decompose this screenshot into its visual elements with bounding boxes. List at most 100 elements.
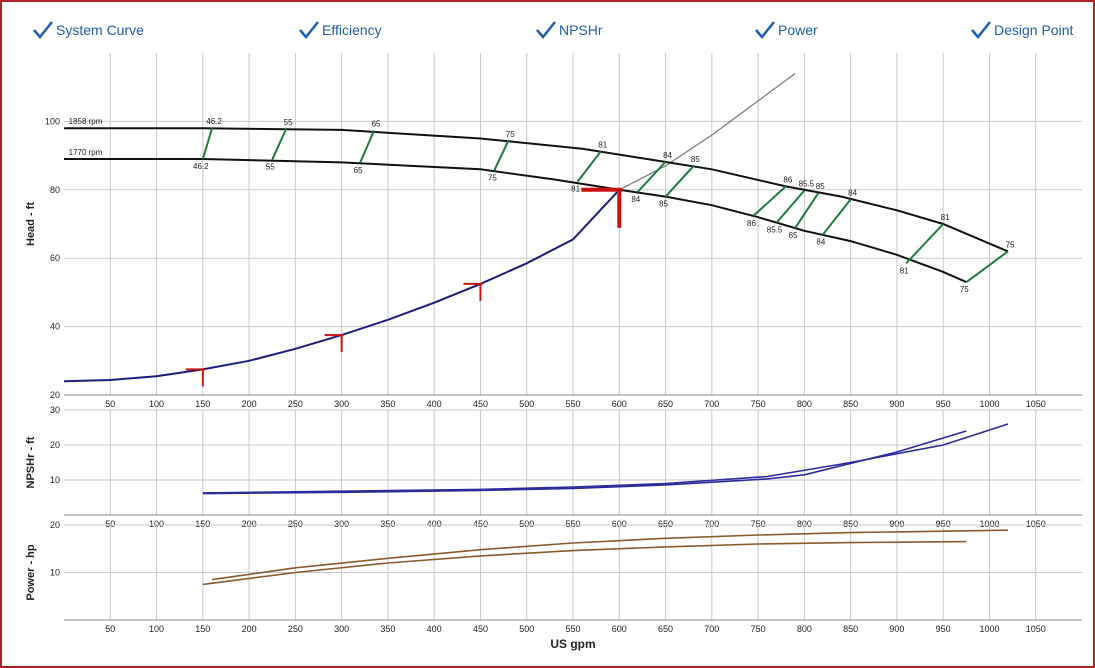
x-tick-label: 850 <box>843 519 858 529</box>
toggle-design-point[interactable]: Design Point <box>970 20 1073 40</box>
efficiency-label: 75 <box>960 285 969 294</box>
x-tick-label: 400 <box>427 519 442 529</box>
efficiency-label: 81 <box>941 213 950 222</box>
system-curve-extension <box>619 73 796 191</box>
x-tick-label: 200 <box>242 624 257 634</box>
speed-label: 1858 rpm <box>69 117 103 126</box>
x-tick-label: 300 <box>334 399 349 409</box>
x-tick-label: 950 <box>936 399 951 409</box>
y-tick-label: 20 <box>50 520 60 530</box>
x-tick-label: 50 <box>105 624 115 634</box>
speed-label: 1770 rpm <box>69 148 103 157</box>
checkmark-icon <box>536 21 556 39</box>
efficiency-label: 85.5 <box>799 179 815 188</box>
x-tick-label: 650 <box>658 624 673 634</box>
checkmark-icon <box>33 21 53 39</box>
efficiency-label: 46.2 <box>206 117 222 126</box>
x-tick-label: 150 <box>195 624 210 634</box>
y-axis-label: Head - ft <box>25 202 37 246</box>
efficiency-line <box>637 161 667 193</box>
toggle-system-curve[interactable]: System Curve <box>32 20 144 40</box>
x-tick-label: 250 <box>288 624 303 634</box>
efficiency-label: 85 <box>789 231 798 240</box>
efficiency-label: 85 <box>659 200 668 209</box>
x-tick-label: 150 <box>195 399 210 409</box>
x-tick-label: 1000 <box>979 399 999 409</box>
npshr-curve-low <box>202 430 967 495</box>
efficiency-label: 84 <box>631 195 640 204</box>
x-tick-label: 100 <box>149 399 164 409</box>
toggle-npshr[interactable]: NPSHr <box>535 20 603 40</box>
pump-curve-high <box>64 127 1009 253</box>
x-tick-label: 800 <box>797 519 812 529</box>
efficiency-label: 81 <box>598 140 607 149</box>
x-tick-label: 1050 <box>1026 624 1046 634</box>
x-tick-label: 250 <box>288 519 303 529</box>
x-tick-label: 550 <box>565 399 580 409</box>
x-tick-label: 900 <box>889 624 904 634</box>
x-tick-label: 350 <box>380 399 395 409</box>
x-tick-label: 750 <box>751 624 766 634</box>
x-tick-label: 600 <box>612 519 627 529</box>
x-tick-label: 100 <box>149 519 164 529</box>
x-tick-label: 550 <box>565 519 580 529</box>
y-axis-label: NPSHr - ft <box>25 436 37 488</box>
x-tick-label: 750 <box>751 399 766 409</box>
toggle-label: System Curve <box>56 22 144 38</box>
efficiency-label: 46.2 <box>193 162 209 171</box>
pump-curve-low <box>64 158 967 284</box>
x-tick-label: 250 <box>288 399 303 409</box>
x-tick-label: 700 <box>704 399 719 409</box>
x-tick-label: 800 <box>797 399 812 409</box>
y-tick-label: 20 <box>50 390 60 400</box>
x-tick-label: 350 <box>380 624 395 634</box>
efficiency-label: 84 <box>663 151 672 160</box>
npshr-curve-high <box>202 423 1009 494</box>
x-tick-label: 800 <box>797 624 812 634</box>
toggle-label: Design Point <box>994 22 1074 38</box>
x-tick-label: 850 <box>843 399 858 409</box>
x-tick-label: 200 <box>242 519 257 529</box>
efficiency-line <box>664 165 695 198</box>
x-tick-label: 650 <box>658 399 673 409</box>
x-tick-label: 500 <box>519 399 534 409</box>
x-tick-label: 850 <box>843 624 858 634</box>
x-tick-label: 1050 <box>1026 399 1046 409</box>
efficiency-label: 75 <box>488 173 497 182</box>
x-tick-label: 350 <box>380 519 395 529</box>
efficiency-line <box>822 198 852 236</box>
checkmark-icon <box>299 21 319 39</box>
toggle-label: Power <box>778 22 818 38</box>
efficiency-line <box>752 185 787 217</box>
y-tick-label: 30 <box>50 405 60 415</box>
x-tick-label: 200 <box>242 399 257 409</box>
x-axis-label: US gpm <box>550 637 595 651</box>
efficiency-label: 75 <box>1006 240 1015 249</box>
efficiency-line <box>201 127 214 160</box>
x-tick-label: 600 <box>612 624 627 634</box>
toggle-power[interactable]: Power <box>754 20 818 40</box>
x-tick-label: 400 <box>427 624 442 634</box>
x-tick-label: 1050 <box>1026 519 1046 529</box>
x-tick-label: 1000 <box>979 624 999 634</box>
efficiency-label: 81 <box>900 266 909 275</box>
y-tick-label: 40 <box>50 322 60 332</box>
efficiency-label: 86 <box>783 175 792 184</box>
toggle-efficiency[interactable]: Efficiency <box>298 20 382 40</box>
x-tick-label: 150 <box>195 519 210 529</box>
efficiency-label: 75 <box>506 130 515 139</box>
efficiency-label: 84 <box>848 188 857 197</box>
x-tick-label: 450 <box>473 624 488 634</box>
x-tick-label: 100 <box>149 624 164 634</box>
x-tick-label: 950 <box>936 519 951 529</box>
x-tick-label: 500 <box>519 624 534 634</box>
x-tick-label: 950 <box>936 624 951 634</box>
y-tick-label: 100 <box>45 116 60 126</box>
efficiency-label: 81 <box>571 185 580 194</box>
efficiency-line <box>794 192 820 229</box>
efficiency-label: 55 <box>284 118 293 127</box>
efficiency-label: 85.5 <box>767 226 783 235</box>
y-axis-label: Power - hp <box>25 544 37 601</box>
